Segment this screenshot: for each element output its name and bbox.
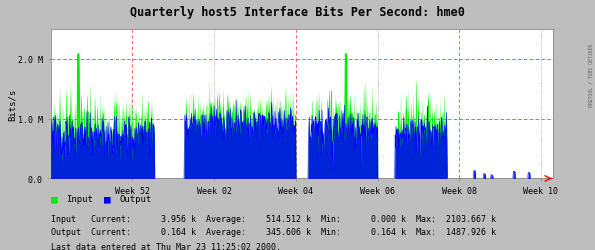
Text: Quarterly host5 Interface Bits Per Second: hme0: Quarterly host5 Interface Bits Per Secon… bbox=[130, 6, 465, 19]
Text: Last data entered at Thu Mar 23 11:25:02 2000.: Last data entered at Thu Mar 23 11:25:02… bbox=[51, 242, 281, 250]
Text: Input: Input bbox=[66, 194, 93, 203]
Y-axis label: Bits/s: Bits/s bbox=[8, 88, 17, 120]
Text: RRDTOOL / TOBI OETIKER: RRDTOOL / TOBI OETIKER bbox=[588, 44, 593, 106]
Text: Output: Output bbox=[120, 194, 152, 203]
Text: Output  Current:      0.164 k  Average:    345.606 k  Min:      0.164 k  Max:  1: Output Current: 0.164 k Average: 345.606… bbox=[51, 228, 496, 236]
Text: ■: ■ bbox=[104, 194, 111, 204]
Text: ■: ■ bbox=[51, 194, 57, 204]
Text: Input   Current:      3.956 k  Average:    514.512 k  Min:      0.000 k  Max:  2: Input Current: 3.956 k Average: 514.512 … bbox=[51, 214, 496, 223]
